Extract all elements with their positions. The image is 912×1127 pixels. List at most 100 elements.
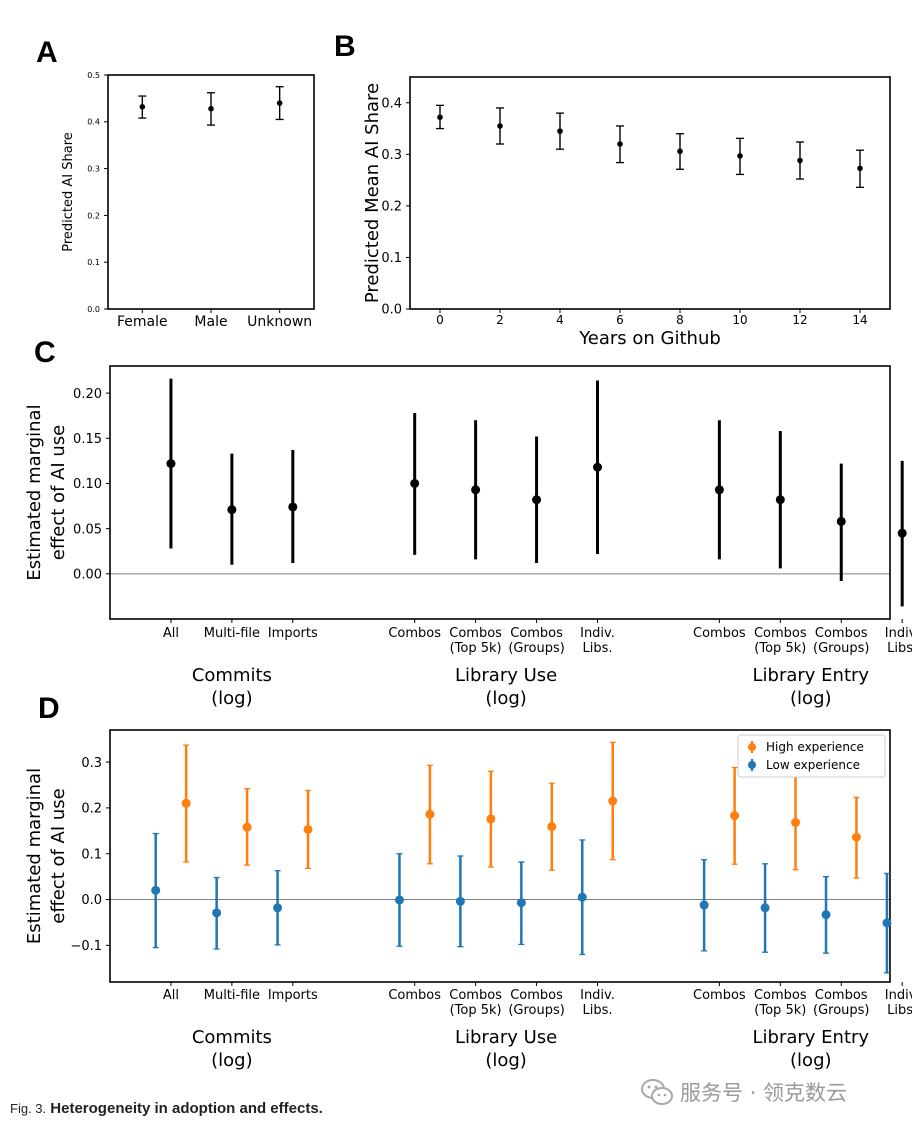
panel-b-xtick-label: 12 — [792, 313, 807, 327]
panel-c-ytick-label: 0.00 — [73, 568, 102, 583]
panel-c-xtick-label: Combos — [815, 626, 868, 641]
panel-c-data-point — [593, 462, 602, 472]
panel-c-xtick-label: Indiv. — [885, 626, 912, 641]
panel-d-xtick-label: Combos — [693, 988, 746, 1003]
panel-d-xtick-label: Imports — [268, 988, 318, 1003]
panel-d-xtick-label: Combos — [815, 988, 868, 1003]
panel-c-group-label: (log) — [485, 688, 526, 709]
panel-a-ytick-label: 0.0 — [87, 305, 100, 314]
panel-a-data-point — [139, 104, 146, 110]
panel-b-plot-frame — [409, 76, 891, 310]
panel-c-group-label: (log) — [211, 688, 252, 709]
panel-d-data-point — [699, 900, 709, 910]
caption-title: Heterogeneity in adoption and effects. — [50, 1100, 323, 1117]
panel-c-group-label: Commits — [192, 665, 272, 686]
panel-c-xtick-label: Combos — [388, 626, 441, 641]
panel-d-xtick-label: All — [163, 988, 179, 1003]
panel-d-data-point — [547, 822, 557, 832]
panel-d-xtick-label: Combos — [388, 988, 441, 1003]
panel-d-data-point — [608, 796, 618, 806]
panel-a-ytick-label: 0.4 — [87, 118, 100, 127]
panel-d-xtick-label: Indiv. — [885, 988, 912, 1003]
panel-c-data-point — [775, 495, 785, 505]
panel-a-ytick-label: 0.2 — [87, 211, 100, 220]
panel-b-ytick-label: 0.3 — [381, 148, 402, 163]
panel-d-legend-label: High experience — [766, 740, 864, 754]
panel-a-xtick-label: Female — [117, 314, 168, 330]
panel-d-data-point — [486, 814, 496, 824]
panel-d-ytick-label: 0.3 — [81, 756, 102, 771]
panel-d-group-label: (log) — [211, 1050, 252, 1071]
panel-c-group-label: Library Use — [455, 665, 557, 686]
panel-c-group-label: (log) — [790, 688, 831, 709]
panel-b-data-point — [437, 114, 443, 121]
panel-c-group-label: Library Entry — [753, 665, 870, 686]
panel-c-xtick-label: Combos — [754, 626, 807, 641]
panel-c-xtick-label: Indiv. — [580, 626, 615, 641]
panel-a-xtick-label: Male — [194, 314, 227, 330]
watermark: 服务号 · 领克数云 — [640, 1076, 847, 1108]
panel-c-data-point — [288, 502, 298, 512]
panel-d-data-point — [851, 832, 861, 842]
panel-a-ylabel: Predicted AI Share — [61, 132, 76, 252]
panel-d-data-point — [730, 811, 740, 821]
panel-b-data-point — [857, 165, 863, 172]
panel-c-xtick-label: (Groups) — [508, 641, 565, 656]
panel-c-ytick-label: 0.15 — [73, 432, 102, 447]
panel-d-xtick-label: Libs. — [582, 1003, 612, 1018]
panel-b-data-point — [677, 148, 683, 155]
panel-b-xtick-label: 2 — [496, 313, 504, 327]
panel-d-legend-marker — [748, 761, 756, 769]
panel-c-ytick-label: 0.10 — [73, 477, 102, 492]
panel-c-xtick-label: Libs. — [887, 641, 912, 656]
panel-d-xtick-label: (Top 5k) — [450, 1003, 502, 1018]
panel-b — [406, 76, 891, 313]
panel-d-data-point — [577, 892, 587, 902]
panel-d-group-label: Library Entry — [753, 1027, 870, 1048]
panel-d-data-point — [181, 798, 191, 808]
panel-d-legend-marker — [748, 743, 756, 751]
panel-c-xtick-label: Libs. — [582, 641, 612, 656]
panel-b-xtick-label: 10 — [732, 313, 747, 327]
caption-label: Fig. 3. — [10, 1101, 47, 1116]
panel-c-plot-frame — [109, 365, 891, 620]
panel-d-xtick-label: (Groups) — [508, 1003, 565, 1018]
panel-c-xtick-label: (Groups) — [813, 641, 870, 656]
panel-d-ytick-label: −0.1 — [70, 939, 102, 954]
panel-d-ylabel-line1: Estimated marginal — [24, 768, 45, 944]
panel-d-plot-frame — [109, 729, 891, 983]
panel-b-data-point — [557, 128, 563, 134]
panel-d-legend-box — [737, 734, 886, 778]
wechat-icon — [641, 1079, 673, 1105]
panel-d-ylabel-line2: effect of AI use — [48, 788, 69, 924]
panel-d-data-point — [516, 898, 526, 908]
panel-c-ylabel-line1: Estimated marginal — [24, 404, 45, 580]
panel-b-ytick-label: 0.4 — [381, 96, 402, 111]
panel-b-data-point — [497, 123, 503, 129]
watermark-text: 服务号 · 领克数云 — [680, 1081, 848, 1105]
panel-d-xtick-label: Combos — [510, 988, 563, 1003]
panel-a — [104, 74, 315, 313]
panel-c-data-point — [714, 485, 724, 495]
panel-b-xtick-label: 4 — [556, 313, 564, 327]
panel-c-xtick-label: (Top 5k) — [754, 641, 806, 656]
panel-d-xtick-label: (Groups) — [813, 1003, 870, 1018]
panel-c-xtick-label: Combos — [449, 626, 502, 641]
panel-d-xtick-label: Combos — [449, 988, 502, 1003]
panel-b-ytick-label: 0.1 — [381, 251, 402, 266]
panel-d-data-point — [425, 809, 435, 819]
panel-c-xtick-label: (Top 5k) — [450, 641, 502, 656]
panel-d-data-point — [760, 903, 770, 913]
panel-b-xlabel: Years on Github — [578, 328, 721, 349]
panel-d-data-point — [273, 903, 283, 913]
panel-c-data-point — [471, 485, 481, 495]
panel-d-data-point — [303, 824, 313, 834]
panel-c — [106, 365, 907, 623]
panel-c-data-point — [227, 505, 237, 515]
panel-d-data-point — [791, 818, 801, 828]
panel-b-label: B — [334, 30, 356, 63]
panel-c-xtick-label: Combos — [693, 626, 746, 641]
panel-d-xtick-label: Indiv. — [580, 988, 615, 1003]
panel-d-group-label: (log) — [485, 1050, 526, 1071]
